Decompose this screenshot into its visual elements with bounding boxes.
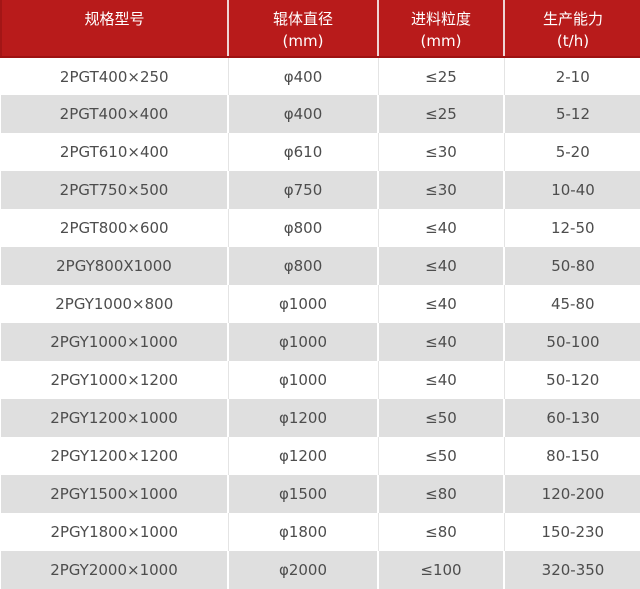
cell-roller-diameter: φ800 (227, 247, 378, 285)
table-row: 2PGT800×600 φ800 ≤40 12-50 (1, 209, 640, 247)
cell-model: 2PGT610×400 (1, 133, 228, 171)
table-row: 2PGY800X1000 φ800 ≤40 50-80 (1, 247, 640, 285)
cell-roller-diameter: φ1800 (227, 513, 378, 551)
cell-capacity: 45-80 (503, 285, 640, 323)
cell-model: 2PGY800X1000 (1, 247, 228, 285)
cell-model: 2PGY1200×1000 (1, 399, 228, 437)
cell-feed-size: ≤50 (377, 437, 504, 475)
cell-capacity: 50-120 (503, 361, 640, 399)
cell-feed-size: ≤40 (377, 209, 504, 247)
cell-capacity: 60-130 (503, 399, 640, 437)
table-row: 2PGT610×400 φ610 ≤30 5-20 (1, 133, 640, 171)
cell-roller-diameter: φ400 (227, 57, 378, 95)
cell-roller-diameter: φ1200 (227, 437, 378, 475)
table-row: 2PGY1000×1200 φ1000 ≤40 50-120 (1, 361, 640, 399)
cell-model: 2PGT400×400 (1, 95, 228, 133)
table-header: 规格型号 辊体直径 (mm) 进料粒度 (mm) 生产能力 (t/h) (0, 0, 640, 58)
cell-model: 2PGY1000×1200 (1, 361, 228, 399)
column-unit-feed-size: (mm) (420, 32, 462, 50)
column-header-capacity: 生产能力 (t/h) (503, 0, 640, 58)
table-row: 2PGY1000×1000 φ1000 ≤40 50-100 (1, 323, 640, 361)
cell-capacity: 50-80 (503, 247, 640, 285)
cell-capacity: 320-350 (503, 551, 640, 589)
cell-feed-size: ≤80 (377, 513, 504, 551)
cell-capacity: 5-12 (503, 95, 640, 133)
cell-model: 2PGY1200×1200 (1, 437, 228, 475)
cell-model: 2PGT800×600 (1, 209, 228, 247)
header-row: 规格型号 辊体直径 (mm) 进料粒度 (mm) 生产能力 (t/h) (0, 0, 640, 58)
cell-capacity: 120-200 (503, 475, 640, 513)
table-row: 2PGY1200×1000 φ1200 ≤50 60-130 (1, 399, 640, 437)
column-header-feed-size: 进料粒度 (mm) (377, 0, 504, 58)
cell-capacity: 10-40 (503, 171, 640, 209)
column-unit-roller-diameter: (mm) (282, 32, 324, 50)
cell-roller-diameter: φ2000 (227, 551, 378, 589)
cell-model: 2PGY1500×1000 (1, 475, 228, 513)
table-row: 2PGT750×500 φ750 ≤30 10-40 (1, 171, 640, 209)
cell-model: 2PGY2000×1000 (1, 551, 228, 589)
table-body: 2PGT400×250 φ400 ≤25 2-10 2PGT400×400 φ4… (1, 57, 640, 589)
table-row: 2PGY1500×1000 φ1500 ≤80 120-200 (1, 475, 640, 513)
cell-feed-size: ≤25 (377, 57, 504, 95)
cell-feed-size: ≤30 (377, 133, 504, 171)
table-row: 2PGY1200×1200 φ1200 ≤50 80-150 (1, 437, 640, 475)
column-title-feed-size: 进料粒度 (410, 10, 471, 28)
cell-feed-size: ≤40 (377, 247, 504, 285)
cell-feed-size: ≤80 (377, 475, 504, 513)
cell-capacity: 2-10 (503, 57, 640, 95)
cell-capacity: 150-230 (503, 513, 640, 551)
column-unit-capacity: (t/h) (556, 32, 590, 50)
cell-feed-size: ≤40 (377, 285, 504, 323)
table-row: 2PGY1000×800 φ1000 ≤40 45-80 (1, 285, 640, 323)
cell-model: 2PGY1000×1000 (1, 323, 228, 361)
cell-capacity: 50-100 (503, 323, 640, 361)
cell-feed-size: ≤40 (377, 323, 504, 361)
cell-model: 2PGT400×250 (1, 57, 228, 95)
table-row: 2PGT400×400 φ400 ≤25 5-12 (1, 95, 640, 133)
table-row: 2PGY2000×1000 φ2000 ≤100 320-350 (1, 551, 640, 589)
cell-roller-diameter: φ1500 (227, 475, 378, 513)
column-title-capacity: 生产能力 (542, 10, 603, 28)
cell-feed-size: ≤100 (377, 551, 504, 589)
table-row: 2PGT400×250 φ400 ≤25 2-10 (1, 57, 640, 95)
cell-roller-diameter: φ400 (227, 95, 378, 133)
column-header-roller-diameter: 辊体直径 (mm) (227, 0, 378, 58)
cell-capacity: 80-150 (503, 437, 640, 475)
column-header-model: 规格型号 (0, 0, 228, 58)
cell-feed-size: ≤30 (377, 171, 504, 209)
cell-feed-size: ≤25 (377, 95, 504, 133)
column-title-roller-diameter: 辊体直径 (272, 10, 333, 28)
column-title-model: 规格型号 (84, 10, 145, 28)
cell-roller-diameter: φ1000 (227, 285, 378, 323)
cell-roller-diameter: φ1000 (227, 323, 378, 361)
cell-roller-diameter: φ800 (227, 209, 378, 247)
cell-capacity: 5-20 (503, 133, 640, 171)
cell-roller-diameter: φ610 (227, 133, 378, 171)
cell-model: 2PGY1000×800 (1, 285, 228, 323)
cell-roller-diameter: φ1000 (227, 361, 378, 399)
table-row: 2PGY1800×1000 φ1800 ≤80 150-230 (1, 513, 640, 551)
cell-model: 2PGY1800×1000 (1, 513, 228, 551)
cell-capacity: 12-50 (503, 209, 640, 247)
cell-model: 2PGT750×500 (1, 171, 228, 209)
cell-feed-size: ≤50 (377, 399, 504, 437)
cell-roller-diameter: φ750 (227, 171, 378, 209)
cell-roller-diameter: φ1200 (227, 399, 378, 437)
cell-feed-size: ≤40 (377, 361, 504, 399)
